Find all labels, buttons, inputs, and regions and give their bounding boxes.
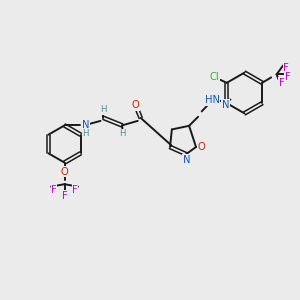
Text: F: F [283,63,289,73]
Text: O: O [131,100,139,110]
Text: F: F [72,184,78,195]
Text: H: H [82,129,89,138]
Text: F: F [61,190,68,201]
Text: F: F [285,72,291,82]
Text: N: N [222,100,229,110]
Text: O: O [197,142,205,152]
Text: F: F [279,78,285,88]
Text: Cl: Cl [209,72,219,82]
Text: N: N [82,120,89,130]
Text: H: H [100,105,107,114]
Text: N: N [183,154,190,165]
Text: F: F [51,184,57,195]
Text: O: O [61,167,68,177]
Text: HN: HN [205,95,220,105]
Text: H: H [119,129,126,138]
